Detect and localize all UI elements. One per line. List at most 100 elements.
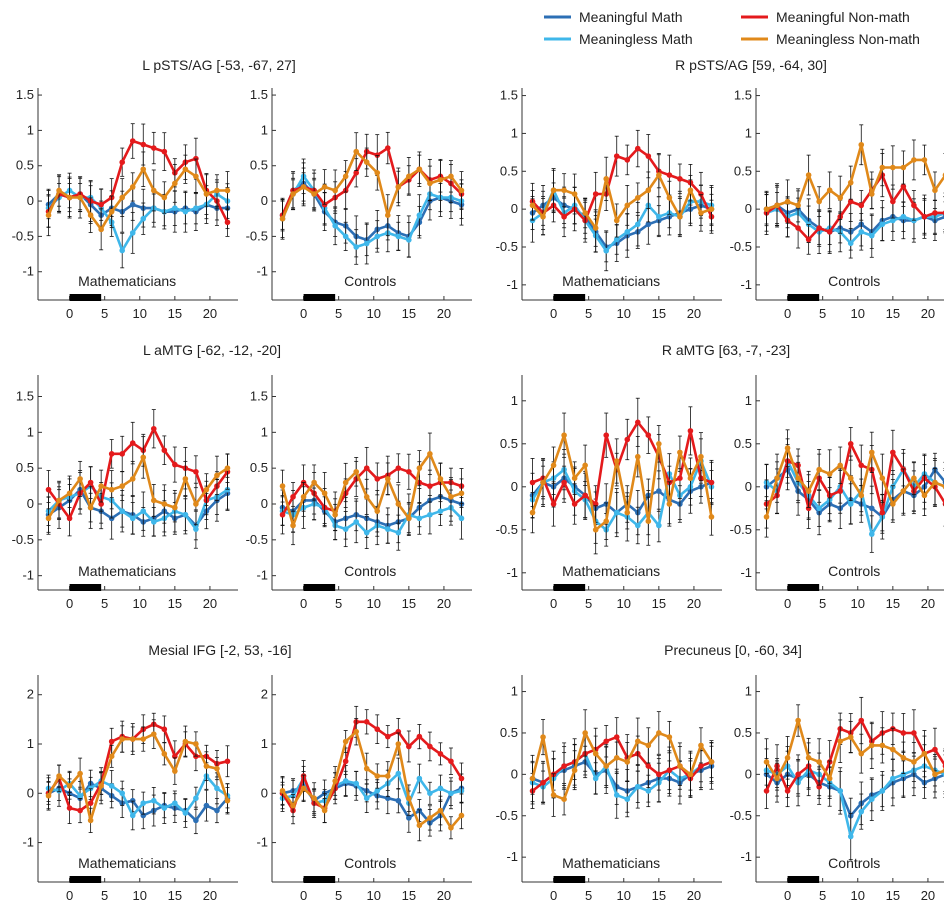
- data-point: [529, 202, 536, 209]
- data-point: [161, 805, 168, 811]
- data-point: [311, 795, 317, 802]
- data-point: [795, 771, 801, 778]
- data-point: [847, 441, 854, 447]
- y-tick-label: 0.5: [734, 163, 752, 178]
- data-point: [182, 810, 189, 816]
- data-point: [56, 497, 62, 504]
- data-point: [634, 783, 641, 790]
- series-line: [765, 468, 944, 519]
- series-meaningful-math: [279, 770, 465, 837]
- x-tick-label: 15: [402, 596, 416, 611]
- data-point: [108, 486, 115, 493]
- data-point: [427, 180, 433, 187]
- data-point: [448, 790, 454, 797]
- y-tick-label: -1: [506, 277, 518, 292]
- data-point: [890, 746, 896, 753]
- data-point: [98, 226, 104, 233]
- y-tick-label: -1: [740, 277, 752, 292]
- data-point: [571, 191, 578, 197]
- series-line: [281, 452, 462, 527]
- data-point: [193, 795, 199, 802]
- data-point: [795, 717, 801, 724]
- stimulus-bar: [553, 294, 586, 301]
- data-point: [624, 796, 631, 802]
- region-0: L pSTS/AG [-53, -67, 27] 1.5 1 0.5 0 -0.5 -1 0 5…: [12, 57, 472, 321]
- data-point: [353, 519, 360, 525]
- data-point: [448, 824, 454, 831]
- data-point: [879, 509, 886, 516]
- data-point: [224, 797, 231, 804]
- data-point: [384, 733, 391, 740]
- region-3: R aMTG [63, -7, -23]10.50-0.5-10 5 10 15 20M…: [496, 342, 944, 611]
- data-point: [592, 775, 599, 782]
- data-point: [645, 221, 652, 228]
- data-point: [582, 730, 588, 736]
- series-line: [531, 433, 713, 532]
- x-tick-label: 20: [437, 888, 451, 903]
- data-point: [687, 187, 694, 194]
- data-point: [708, 759, 715, 765]
- data-point: [77, 194, 83, 201]
- legend-label-1: Meaningless Math: [579, 31, 693, 47]
- data-point: [193, 173, 199, 180]
- data-point: [129, 797, 136, 804]
- data-point: [858, 492, 865, 499]
- data-point: [87, 817, 94, 824]
- group-label: Controls: [828, 855, 880, 871]
- series-meaningful-math: [45, 470, 231, 541]
- series-meaningless-non-math: [529, 412, 715, 555]
- series-meaningful-math: [529, 182, 715, 263]
- series-line: [531, 459, 713, 532]
- data-point: [666, 194, 673, 201]
- data-point: [342, 778, 349, 784]
- data-point: [119, 508, 126, 514]
- x-tick-label: 15: [168, 306, 182, 321]
- data-point: [774, 202, 780, 209]
- data-point: [161, 447, 168, 454]
- data-point: [384, 212, 391, 218]
- data-point: [119, 483, 126, 489]
- data-point: [921, 492, 928, 499]
- stimulus-bar: [69, 876, 102, 883]
- data-point: [582, 210, 588, 216]
- data-point: [98, 483, 104, 489]
- data-point: [416, 212, 423, 218]
- data-point: [224, 219, 231, 226]
- series-meaningless-math: [279, 486, 465, 551]
- data-point: [172, 205, 178, 211]
- data-point: [395, 741, 402, 747]
- x-tick-label: 10: [851, 596, 865, 611]
- data-point: [858, 808, 865, 815]
- series-meaningless-non-math: [279, 432, 465, 546]
- data-point: [656, 213, 662, 220]
- group-label: Controls: [828, 273, 880, 289]
- data-point: [890, 164, 896, 171]
- x-tick-label: 10: [133, 596, 147, 611]
- data-point: [774, 775, 780, 782]
- data-point: [656, 172, 662, 178]
- y-tick-label: -0.5: [246, 532, 268, 547]
- series-line: [47, 139, 229, 223]
- group-label: Mathematicians: [562, 855, 660, 871]
- data-point: [890, 217, 896, 224]
- data-point: [363, 765, 370, 772]
- data-point: [708, 479, 715, 486]
- y-tick-label: 1.5: [734, 88, 752, 103]
- data-point: [395, 233, 402, 240]
- data-point: [879, 788, 886, 794]
- data-point: [448, 494, 454, 500]
- data-point: [613, 236, 620, 243]
- data-point: [353, 244, 360, 250]
- data-point: [826, 229, 833, 235]
- x-tick-label: 5: [819, 596, 826, 611]
- data-point: [550, 792, 557, 798]
- series-meaningless-non-math: [529, 709, 715, 817]
- data-point: [108, 738, 115, 745]
- series-line: [765, 459, 944, 536]
- data-point: [56, 187, 62, 194]
- data-point: [932, 771, 938, 778]
- data-point: [193, 741, 199, 747]
- region-title: Mesial IFG [-2, 53, -16]: [148, 642, 291, 658]
